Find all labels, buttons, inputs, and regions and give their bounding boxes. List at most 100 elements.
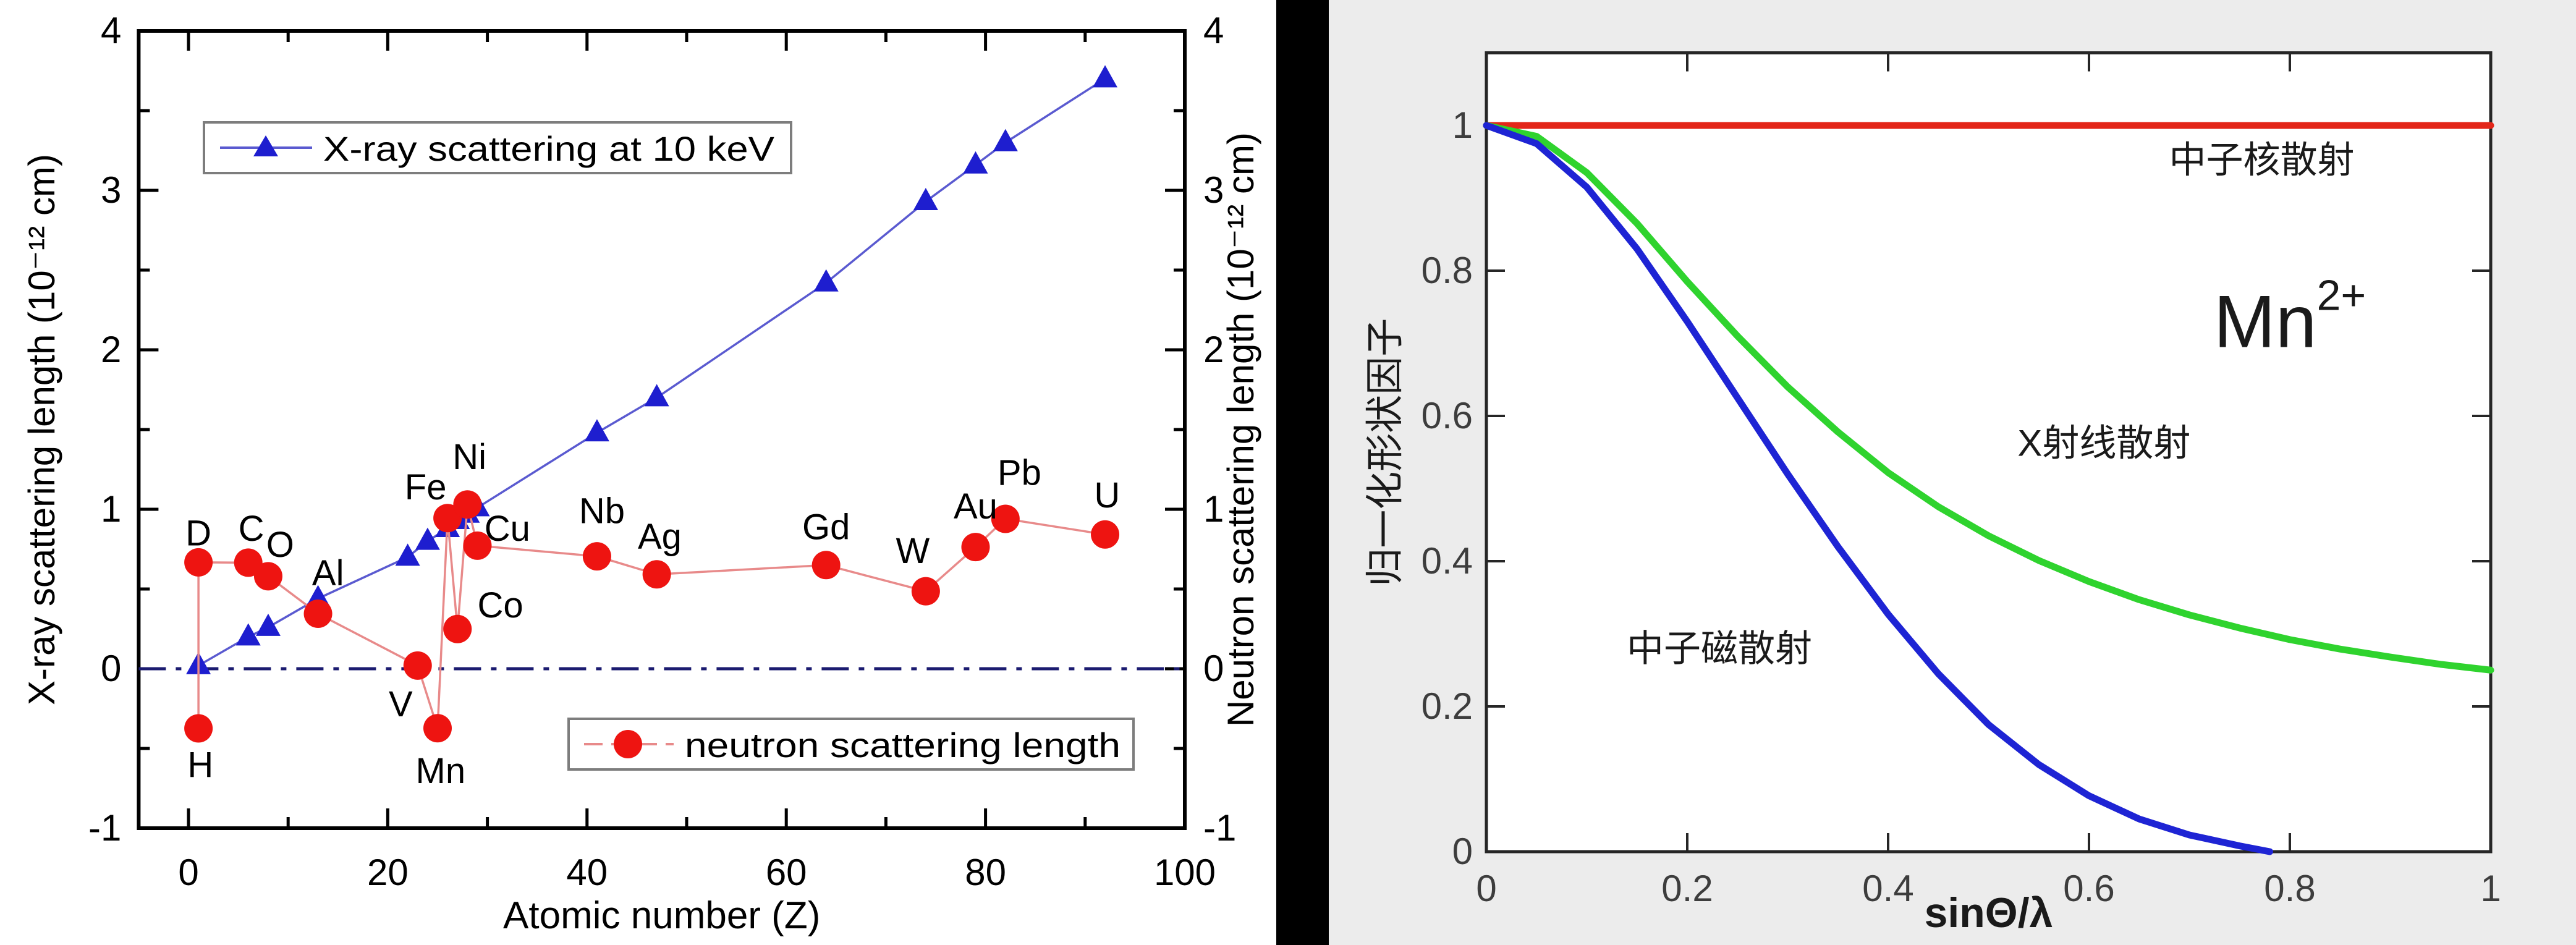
xray-label: X射线散射 [2017,423,2190,464]
element-label-gd: Gd [802,507,850,547]
x-axis-title: sinΘ/λ [1925,889,2053,936]
y-tick-label-left: -1 [88,807,121,849]
neutron-circle-marker-mn [423,714,452,743]
curve-xray [1483,122,2494,674]
x-tick-label: 0.2 [1661,868,1713,909]
xray-legend-triangle [253,135,278,156]
neutron-circle-marker-c [234,548,263,577]
xray-triangle-marker [644,384,669,407]
panel-divider [1276,0,1329,945]
xray-legend-label: X-ray scattering at 10 keV [323,129,775,168]
x-tick-label: 60 [766,852,807,893]
xray-triangle-marker [395,543,420,566]
neutron-circle-marker-au [961,533,990,562]
y-tick-label-left: 4 [101,10,121,51]
x-axis-title: Atomic number (Z) [503,894,820,937]
element-label-co: Co [477,585,523,625]
left-chart-panel: 0 20 40 60 80 100 -1 -1 0 0 1 1 2 2 3 3 4 4 H D C O Al V Mn Fe Ni C… [0,0,1276,945]
y-tick-label: 0.6 [1421,395,1473,436]
ion-label: Mn2+ [2214,271,2366,363]
neutron-legend-label: neutron scattering length [685,726,1121,765]
neutron-nuclear-label: 中子核散射 [2169,139,2355,180]
xray-triangle-marker [813,269,839,292]
y-axis-title-right: Neutron scattering length (10⁻¹² cm) [1220,132,1261,727]
y-tick-label-right: 0 [1203,648,1224,689]
xray-triangle-marker [993,129,1018,151]
neutron-circle-marker-fe [433,504,462,533]
y-tick-label-right: 4 [1203,10,1224,51]
element-label-pb: Pb [998,453,1041,493]
left-chart-svg: 0 20 40 60 80 100-1 -10 01 12 23 34 4HD C OAlVMnFeNiC… [21,10,1261,937]
element-label-al: Al [312,553,344,593]
right-chart-svg: 0 0.2 0.4 0.6 0.8 1 0 0.2 0.4 0.6 0.8 1 中子核散射 Mn2+ X射线… [1329,0,2576,945]
right-chart-panel: 0 0.2 0.4 0.6 0.8 1 0 0.2 0.4 0.6 0.8 1 中子核散射 Mn2+ X射线… [1329,0,2576,945]
neutron-circle-marker-co [443,614,472,643]
xray-triangle-marker [963,151,988,174]
y-tick-label-left: 2 [101,329,121,370]
x-tick-label: 80 [965,852,1006,893]
element-label-h: H [187,745,213,785]
neutron-circle-marker-pb [991,504,1020,533]
neutron-circle-marker-gd [811,551,841,580]
y-tick-label-left: 3 [101,169,121,211]
element-label-fe: Fe [405,467,447,507]
y-tick-label-left: 0 [101,648,121,689]
element-label-nb: Nb [579,491,625,532]
neutron-legend-box [567,718,1135,771]
x-tick-label: 0 [1476,868,1496,909]
xray-triangle-marker [584,419,609,442]
y-axis-title: 归一化形状因子 [1364,318,1407,587]
element-label-w: W [896,531,930,571]
x-tick-label: 0.8 [2264,868,2315,909]
neutron-circle-marker-w [911,577,940,606]
y-tick-label-right: 1 [1203,488,1224,530]
xray-triangle-marker [913,188,938,211]
y-tick-label-left: 1 [101,488,121,530]
y-tick-label-right: -1 [1203,807,1236,849]
neutron-circle-marker-ni [453,490,482,519]
y-tick-label: 0.4 [1421,540,1473,582]
neutron-circle-marker-al [303,599,333,628]
x-tick-label: 0.4 [1862,868,1913,909]
curve-neutron-magnetic [1483,122,2273,855]
neutron-circle-marker-u [1091,520,1120,549]
x-tick-label: 0 [178,852,198,893]
neutron-circle-marker-h [184,714,213,743]
element-label-ag: Ag [638,517,682,557]
y-tick-label: 0.2 [1421,685,1473,727]
y-tick-label: 0.8 [1421,250,1473,291]
element-label-d: D [185,514,211,554]
x-tick-label: 1 [2480,868,2501,909]
y-axis-title-left: X-ray scattering length (10⁻¹² cm) [21,154,62,705]
element-label-v: V [389,684,413,724]
neutron-circle-marker-d [184,548,213,577]
neutron-magnetic-label: 中子磁散射 [1627,628,1812,669]
xray-triangle-marker [255,613,281,636]
xray-triangle-marker [235,623,261,646]
element-label-au: Au [954,486,998,527]
neutron-circle-marker-v [403,651,432,680]
neutron-circle-marker-o [253,562,282,591]
neutron-circle-marker-cu [463,531,492,560]
element-label-cu: Cu [485,509,530,549]
xray-legend-box [203,121,792,174]
element-label-u: U [1094,475,1120,515]
xray-triangle-marker [1093,65,1118,88]
x-tick-label: 40 [566,852,608,893]
neutron-circle-marker-ag [642,560,671,589]
y-tick-label: 0 [1452,831,1473,872]
element-label-c: C [239,509,265,549]
y-tick-label: 1 [1452,104,1473,146]
element-label-o: O [266,525,294,565]
x-tick-label: 0.6 [2063,868,2114,909]
x-tick-label: 20 [367,852,409,893]
xray-triangle-marker [415,527,440,550]
element-label-mn: Mn [416,751,466,791]
x-tick-label: 100 [1154,852,1216,893]
plot-frame [1485,51,2493,854]
neutron-legend-circle [614,730,642,758]
neutron-circle-marker-nb [582,542,611,571]
y-tick-label-right: 2 [1203,329,1224,370]
element-label-ni: Ni [452,437,486,477]
